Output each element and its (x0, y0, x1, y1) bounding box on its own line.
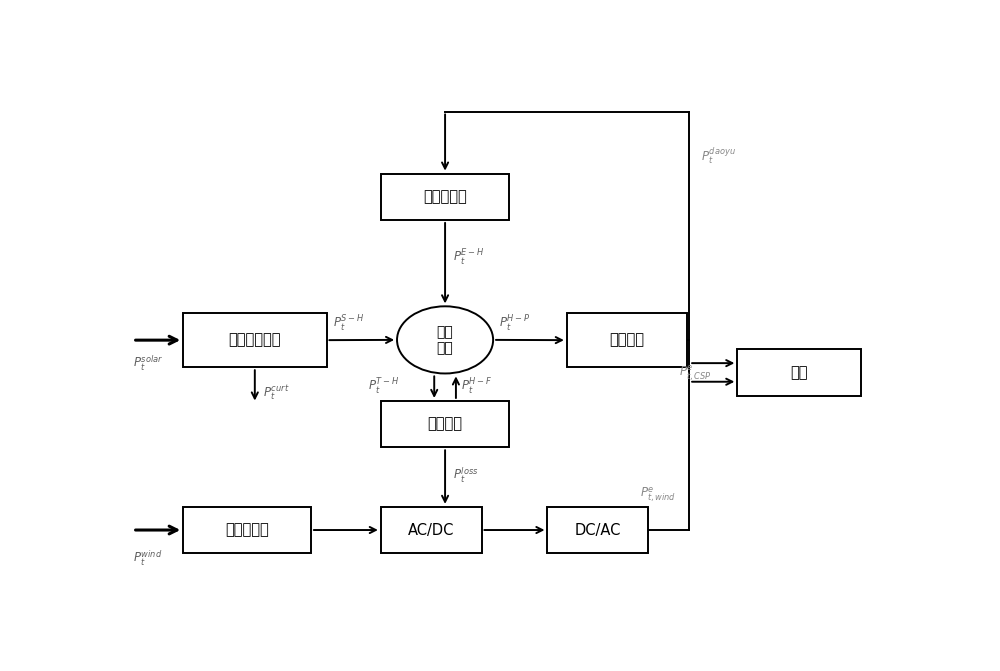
Text: 蓄热系统: 蓄热系统 (427, 417, 462, 431)
Text: 聚光集热系统: 聚光集热系统 (229, 333, 281, 348)
Text: $P^{H-F}_{t}$: $P^{H-F}_{t}$ (461, 377, 492, 397)
Text: $P^{e}_{t,CSP}$: $P^{e}_{t,CSP}$ (679, 364, 712, 383)
Text: $P^{daoyu}_{t}$: $P^{daoyu}_{t}$ (701, 145, 736, 166)
Text: $P^{wind}_{t}$: $P^{wind}_{t}$ (133, 549, 162, 568)
Ellipse shape (397, 306, 493, 374)
Text: $P^{e}_{t,wind}$: $P^{e}_{t,wind}$ (640, 485, 676, 505)
Text: $P^{solar}_{t}$: $P^{solar}_{t}$ (133, 354, 163, 373)
Text: $P^{S-H}_{t}$: $P^{S-H}_{t}$ (333, 314, 364, 334)
Text: 电网: 电网 (790, 365, 808, 380)
Text: $P^{T-H}_{t}$: $P^{T-H}_{t}$ (368, 377, 399, 397)
Text: 发电系统: 发电系统 (609, 333, 644, 348)
FancyBboxPatch shape (183, 507, 311, 554)
FancyBboxPatch shape (567, 313, 687, 367)
Text: $P^{H-P}_{t}$: $P^{H-P}_{t}$ (499, 314, 530, 334)
Text: AC/DC: AC/DC (408, 523, 454, 537)
FancyBboxPatch shape (381, 401, 509, 448)
Text: DC/AC: DC/AC (575, 523, 621, 537)
Text: 传热
工质: 传热 工质 (437, 325, 453, 355)
Text: $P^{E-H}_{t}$: $P^{E-H}_{t}$ (453, 248, 484, 268)
Text: $P^{curt}_{t}$: $P^{curt}_{t}$ (263, 384, 289, 403)
FancyBboxPatch shape (737, 349, 861, 396)
FancyBboxPatch shape (183, 313, 326, 367)
Text: 电加热装置: 电加热装置 (423, 189, 467, 204)
Text: 风力发电机: 风力发电机 (225, 523, 269, 537)
FancyBboxPatch shape (547, 507, 648, 554)
FancyBboxPatch shape (381, 507, 482, 554)
Text: $P^{loss}_{t}$: $P^{loss}_{t}$ (453, 466, 478, 486)
FancyBboxPatch shape (381, 174, 509, 220)
